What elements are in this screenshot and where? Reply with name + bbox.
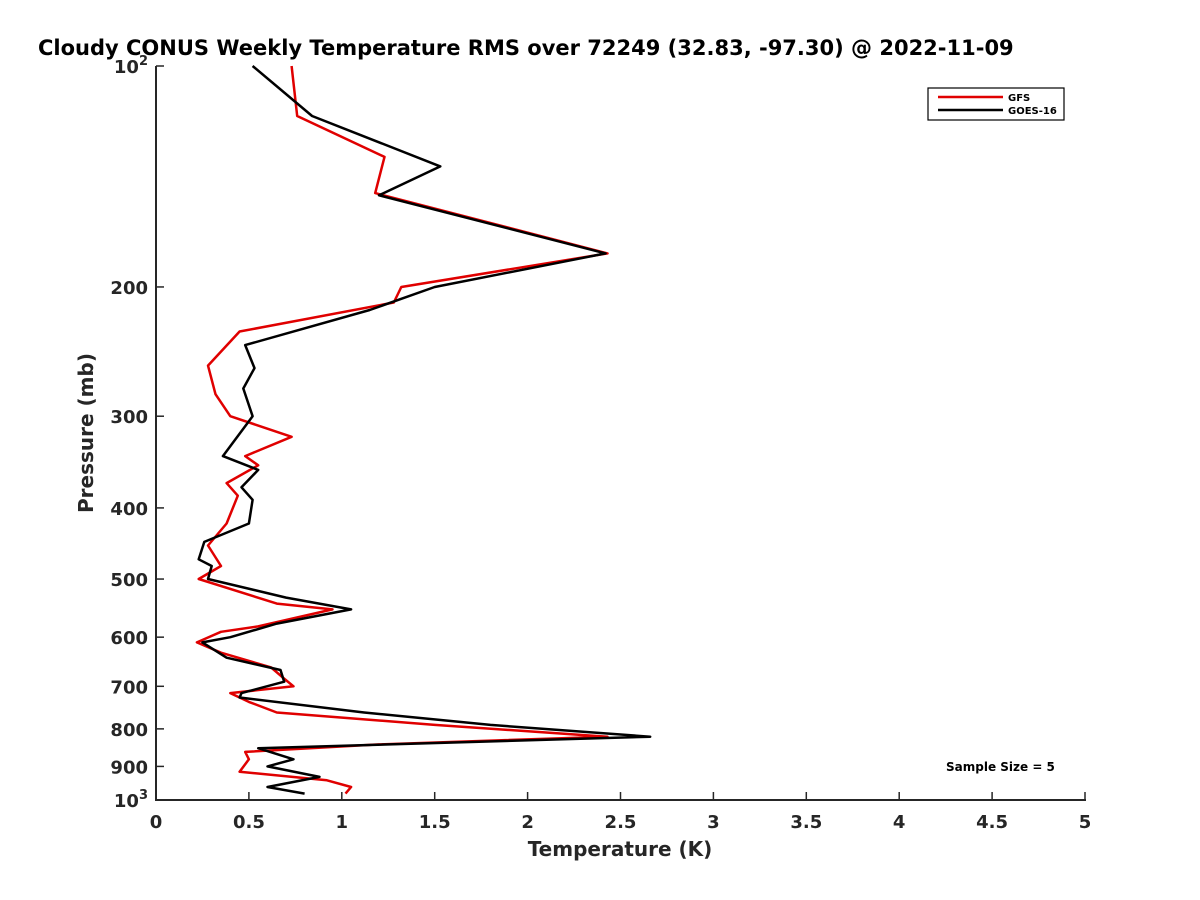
- y-tick-label: 700: [110, 677, 148, 698]
- x-tick-label: 5: [1079, 812, 1092, 833]
- y-tick-label: 200: [110, 278, 148, 299]
- x-tick-label: 0.5: [233, 812, 265, 833]
- y-tick-label: 400: [110, 499, 148, 520]
- y-tick-label: 102: [114, 54, 148, 78]
- legend-box: [927, 87, 1065, 121]
- x-axis-ticks: 0 0.5 1 1.5 2 2.5 3 3.5 4 4.5 5: [150, 792, 1092, 833]
- y-axis-label: Pressure (mb): [74, 353, 98, 513]
- y-tick-label: 900: [110, 757, 148, 778]
- series-line-goes16: [197, 65, 652, 795]
- x-tick-label: 4.5: [976, 812, 1008, 833]
- x-tick-label: 1.5: [419, 812, 451, 833]
- y-axis-ticks: 102 200 300 400 500 600 700 800 900 103: [110, 54, 164, 812]
- y-tick-label: 800: [110, 720, 148, 741]
- x-tick-label: 0: [150, 812, 163, 833]
- sample-size-annotation: Sample Size = 5: [946, 760, 1055, 774]
- chart-title: Cloudy CONUS Weekly Temperature RMS over…: [38, 36, 1014, 60]
- x-tick-label: 3: [707, 812, 720, 833]
- x-axis-label: Temperature (K): [528, 837, 713, 861]
- x-tick-label: 3.5: [790, 812, 822, 833]
- legend-label-gfs: GFS: [1008, 93, 1030, 104]
- x-tick-label: 1: [336, 812, 349, 833]
- series-layer: [195, 65, 652, 795]
- y-tick-label: 500: [110, 570, 148, 591]
- legend-label-goes16: GOES-16: [1008, 106, 1057, 117]
- y-tick-label: 300: [110, 407, 148, 428]
- x-tick-label: 2.5: [605, 812, 637, 833]
- y-tick-label: 600: [110, 628, 148, 649]
- legend: GFS GOES-16: [927, 87, 1065, 121]
- x-tick-label: 2: [521, 812, 534, 833]
- x-tick-label: 4: [893, 812, 906, 833]
- y-tick-label: 103: [114, 788, 148, 812]
